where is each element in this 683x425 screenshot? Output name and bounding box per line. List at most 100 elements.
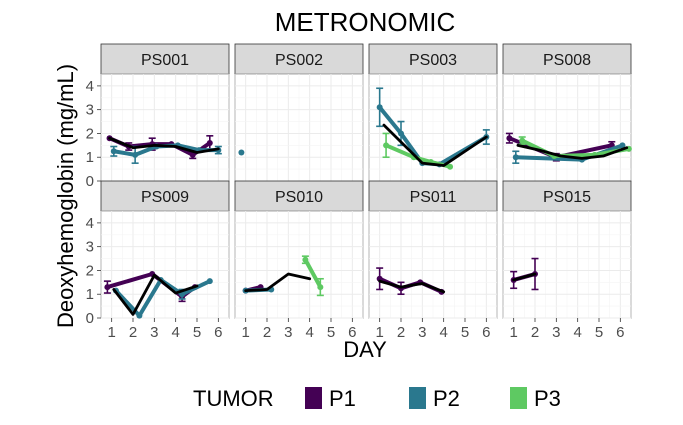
data-point [189,151,196,158]
x-tick-label: 4 [439,324,447,341]
facet-panel-ps011: PS011 1 2 3 4 5 6 [368,180,498,341]
mean-line [244,272,312,293]
y-tick-label: 0 [86,310,94,327]
legend-entry-p2: P2 [409,386,460,411]
data-point [206,139,213,146]
facet-strip-label: PS010 [275,189,323,206]
legend-label: P2 [433,386,460,411]
facet-strip [100,180,230,212]
x-tick-label: 2 [129,324,137,341]
x-tick-label: 5 [461,324,469,341]
x-tick-label: 4 [573,324,581,341]
legend-key [409,387,426,409]
mean-line [112,273,199,316]
facet-strip [502,180,632,212]
x-tick-label: 1 [241,324,249,341]
x-tick-label: 3 [150,324,158,341]
facet-panel-ps008: PS008 [502,43,632,182]
data-point [383,142,390,149]
data-point [302,256,309,263]
data-point [238,149,245,156]
data-point [512,154,519,161]
mean-line [516,143,629,160]
x-tick-label: 6 [348,324,356,341]
data-point [376,104,383,111]
x-tick-label: 1 [107,324,115,341]
legend-key [510,387,527,409]
x-tick-label: 2 [397,324,405,341]
legend-key [305,387,322,409]
y-tick-label: 4 [86,78,94,95]
facet-panel-ps015: PS015 1 2 3 4 5 6 [502,180,632,341]
series-p2 [238,149,245,156]
x-tick-label: 6 [616,324,624,341]
x-tick-label: 2 [531,324,539,341]
data-point [110,148,117,155]
mean-line [378,279,446,294]
gridlines [368,210,498,319]
facet-strip-label: PS011 [410,189,457,206]
facet-strip [368,43,498,75]
y-tick-label: 3 [86,102,94,119]
facet-strip [234,43,364,75]
gridlines [100,210,230,319]
facet-panel-ps001: PS001 0 1 2 3 4 [86,43,230,190]
facet-strip [368,180,498,212]
facet-strip-label: PS008 [543,52,591,69]
series-p3 [301,255,324,297]
mean-line [512,272,537,282]
legend-label: P3 [534,386,561,411]
data-point [447,163,454,170]
facet-panel-ps010: PS010 1 2 3 4 5 6 [234,180,364,341]
data-point [206,278,213,285]
legend: TUMOR P1 P2 P3 [193,386,561,411]
chart-title: METRONOMIC [275,7,456,37]
x-tick-label: 4 [305,324,313,341]
x-tick-label: 5 [193,324,201,341]
data-point [104,284,111,291]
x-tick-label: 3 [552,324,560,341]
x-tick-label: 5 [327,324,335,341]
x-tick-label: 1 [509,324,517,341]
x-tick-label: 5 [595,324,603,341]
x-tick-label: 6 [482,324,490,341]
data-point [619,142,626,149]
y-tick-label: 1 [86,286,94,303]
legend-label: P1 [329,386,356,411]
y-tick-label: 2 [86,125,94,142]
mean-line [382,123,488,167]
x-tick-label: 3 [418,324,426,341]
gridlines [502,210,632,319]
data-point [132,151,139,158]
legend-entry-p3: P3 [510,386,561,411]
data-point [136,312,143,319]
data-point [506,135,513,142]
facet-strip-label: PS001 [141,52,189,69]
facet-strip-label: PS002 [275,52,323,69]
x-tick-label: 2 [263,324,271,341]
y-tick-label: 1 [86,149,94,166]
series-line [303,257,323,290]
y-axis-title: Deoxyhemoglobin (mg/mL) [53,64,78,328]
facet-strip-label: PS015 [543,189,591,206]
x-tick-label: 6 [214,324,222,341]
x-axis-title: DAY [343,337,387,362]
y-tick-label: 2 [86,262,94,279]
x-tick-label: 4 [171,324,179,341]
x-tick-label: 3 [284,324,292,341]
data-point [519,137,526,144]
legend-title: TUMOR [193,386,274,411]
facet-strip-label: PS009 [141,189,189,206]
facet-panel-ps002: PS002 [234,43,364,182]
facet-panel-ps003: PS003 [368,43,498,182]
y-tick-label: 0 [86,173,94,190]
gridlines [234,210,364,319]
facet-strip [502,43,632,75]
y-tick-label: 3 [86,239,94,256]
legend-entry-p1: P1 [305,386,356,411]
data-point [398,130,404,137]
facet-strip [234,180,364,212]
